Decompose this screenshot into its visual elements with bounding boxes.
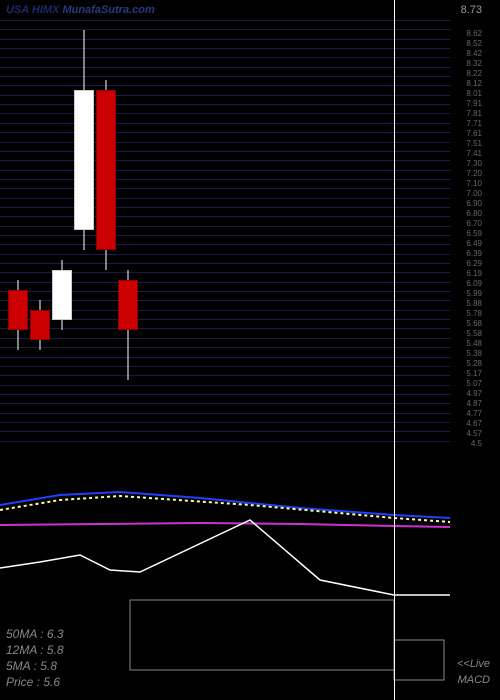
price-tick-label: 7.81	[466, 110, 482, 118]
cursor-line	[394, 0, 395, 700]
price-tick-label: 5.78	[466, 310, 482, 318]
price-tick-label: 6.19	[466, 270, 482, 278]
price-tick-label: 6.80	[466, 210, 482, 218]
price-tick-label: 5.58	[466, 330, 482, 338]
price-tick-label: 8.52	[466, 40, 482, 48]
price-tick-label: 5.07	[466, 380, 482, 388]
price-tick-label: 5.38	[466, 350, 482, 358]
price-tick-label: 5.28	[466, 360, 482, 368]
price-tick-label: 8.32	[466, 60, 482, 68]
price-tick-label: 5.48	[466, 340, 482, 348]
price-tick-label: 4.67	[466, 420, 482, 428]
price-tick-label: 5.99	[466, 290, 482, 298]
info-row: 12MA : 5.8	[6, 642, 64, 658]
price-tick-label: 8.22	[466, 70, 482, 78]
price-grid	[0, 20, 450, 450]
info-row: 50MA : 6.3	[6, 626, 64, 642]
price-tick-label: 6.90	[466, 200, 482, 208]
macd-label: MACD	[458, 674, 490, 686]
price-tick-label: 6.59	[466, 230, 482, 238]
info-row: Price : 5.6	[6, 674, 64, 690]
price-tick-label: 8.12	[466, 80, 482, 88]
price-tick-label: 8.42	[466, 50, 482, 58]
price-tick-label: 7.61	[466, 130, 482, 138]
price-tick-label: 7.41	[466, 150, 482, 158]
top-price-label: 8.73	[461, 4, 482, 16]
live-indicator-label: <<Live	[457, 658, 490, 670]
price-tick-label: 7.00	[466, 190, 482, 198]
price-tick-label: 4.57	[466, 430, 482, 438]
price-tick-label: 4.87	[466, 400, 482, 408]
price-tick-label: 5.17	[466, 370, 482, 378]
price-tick-label: 4.97	[466, 390, 482, 398]
info-row: 5MA : 5.8	[6, 658, 64, 674]
ticker-symbol: USA HIMX	[6, 4, 59, 16]
price-tick-label: 6.39	[466, 250, 482, 258]
price-tick-label: 7.10	[466, 180, 482, 188]
price-tick-label: 8.01	[466, 90, 482, 98]
price-tick-label: 7.20	[466, 170, 482, 178]
price-tick-label: 7.91	[466, 100, 482, 108]
price-tick-label: 7.51	[466, 140, 482, 148]
price-tick-label: 6.09	[466, 280, 482, 288]
price-tick-label: 6.49	[466, 240, 482, 248]
price-tick-label: 7.30	[466, 160, 482, 168]
info-panel: 50MA : 6.312MA : 5.85MA : 5.8Price : 5.6	[6, 626, 64, 690]
stock-chart: USA HIMX MunafaSutra.com 8.73 8.62 8.52 8.…	[0, 0, 500, 700]
price-tick-label: 6.29	[466, 260, 482, 268]
site-name: MunafaSutra.com	[62, 4, 154, 16]
price-tick-label: 8.62	[466, 30, 482, 38]
price-tick-label: 5.88	[466, 300, 482, 308]
price-tick-label: 4.77	[466, 410, 482, 418]
price-tick-label: 4.5	[471, 440, 482, 448]
price-tick-label: 5.68	[466, 320, 482, 328]
price-tick-label: 6.70	[466, 220, 482, 228]
chart-header: USA HIMX MunafaSutra.com	[6, 4, 155, 16]
price-tick-label: 7.71	[466, 120, 482, 128]
